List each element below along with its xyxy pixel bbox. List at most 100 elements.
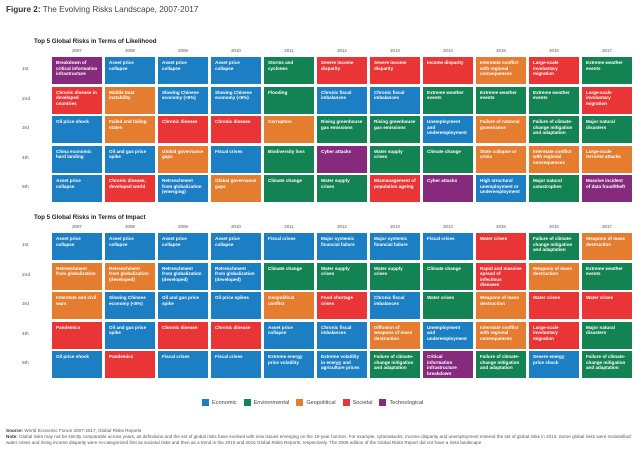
rank-label: 5th: [22, 361, 29, 366]
risk-cell: Water supply crises: [370, 262, 420, 290]
year-label: 2008: [125, 48, 135, 53]
legend: Economic Environmental Geopolitical Societa…: [202, 399, 430, 406]
year-label: 2012: [337, 224, 347, 229]
risk-cell: Chronic fiscal imbalances: [370, 292, 420, 319]
risk-cell: Pandemics: [105, 351, 155, 378]
risk-cell: Unemployment and underemployment: [423, 321, 473, 349]
risk-cell: Major systemic financial failure: [370, 233, 420, 260]
risk-cell: Middle East instability: [105, 86, 155, 114]
risk-cell: Retrenchment from globalization (develop…: [158, 262, 208, 290]
risk-cell: Major natural disasters: [582, 321, 632, 349]
legend-item: Economic: [202, 399, 237, 406]
legend-item: Geopolitical: [296, 399, 336, 406]
footer: Source: World Economic Forum 2007-2017, …: [6, 428, 636, 446]
risk-cell: Global governance gaps: [158, 145, 208, 173]
year-label: 2015: [496, 224, 506, 229]
year-label: 2013: [390, 48, 400, 53]
risk-cell: Fiscal crises: [423, 233, 473, 260]
risk-cell: Retrenchment from globalization (develop…: [105, 262, 155, 290]
legend-item: Technological: [379, 399, 423, 406]
source-label: Source:: [6, 428, 24, 433]
risk-cell: Retrenchment from globalization (emergin…: [158, 175, 208, 202]
year-label: 2017: [602, 48, 612, 53]
legend-swatch: [202, 399, 209, 406]
legend-label: Societal: [352, 399, 373, 406]
risk-cell: Food shortage crises: [317, 292, 367, 319]
risk-cell: Chronic disease, developed world: [105, 175, 155, 202]
risk-cell: Major systemic financial failure: [317, 233, 367, 260]
figure-label: Figure 2:: [6, 5, 41, 14]
legend-swatch: [342, 399, 350, 406]
risk-cell: Extreme weather events: [423, 86, 473, 114]
risk-cell: Major natural disasters: [582, 116, 632, 143]
risk-cell: Slowing Chinese economy (<6%): [105, 292, 155, 319]
impact-title: Top 5 Global Risks in Terms of Impact: [34, 214, 146, 221]
risk-cell: Water crises: [529, 292, 579, 319]
risk-cell: Large-scale terrorist attacks: [582, 145, 632, 173]
risk-cell: Asset price collapse: [158, 233, 208, 260]
risk-cell: Interstate conflict with regional conseq…: [476, 57, 526, 84]
risk-cell: Large-scale involuntary migration: [529, 321, 579, 349]
risk-cell: Extreme weather events: [582, 262, 632, 290]
risk-cell: Extreme energy price volatility: [264, 351, 314, 378]
risk-cell: Slowing Chinese economy (<6%): [211, 86, 261, 114]
legend-swatch: [379, 399, 387, 406]
year-label: 2007: [72, 48, 82, 53]
risk-cell: Water crises: [582, 292, 632, 319]
risk-cell: Climate change: [264, 262, 314, 290]
risk-cell: Rising greenhouse gas emissions: [317, 116, 367, 143]
year-label: 2017: [602, 224, 612, 229]
rank-label: 5th: [22, 185, 29, 190]
risk-cell: Retrenchment from globalization (develop…: [211, 262, 261, 290]
legend-label: Economic: [212, 399, 237, 406]
year-label: 2010: [231, 224, 241, 229]
risk-cell: Fiscal crises: [211, 145, 261, 173]
risk-cell: Extreme weather events: [582, 57, 632, 84]
legend-label: Technological: [389, 399, 424, 406]
risk-cell: Massive incident of data fraud/theft: [582, 175, 632, 202]
risk-cell: Chronic fiscal imbalances: [317, 321, 367, 349]
year-label: 2008: [125, 224, 135, 229]
rank-label: 1st: [22, 243, 29, 248]
rank-label: 4th: [22, 331, 29, 337]
risk-cell: Failure of climate-change mitigation and…: [582, 351, 632, 378]
risk-cell: Rising greenhouse gas emissions: [370, 116, 420, 143]
risk-cell: China economic hard landing: [52, 145, 102, 173]
likelihood-title: Top 5 Global Risks in Terms of Likelihoo…: [34, 38, 157, 45]
rank-label: 2nd: [22, 96, 31, 102]
risk-cell: Fiscal crises: [158, 351, 208, 378]
risk-cell: Weapons of mass destruction: [582, 233, 632, 260]
risk-cell: Failure of national governance: [476, 116, 526, 143]
risk-cell: Oil and gas price spike: [105, 321, 155, 349]
risk-cell: Severe energy price shock: [529, 351, 579, 378]
risk-cell: Asset price collapse: [211, 233, 261, 260]
risk-cell: Interstate conflict with regional conseq…: [476, 321, 526, 349]
rank-label: 3rd: [22, 126, 29, 131]
risk-cell: Failed and failing states: [105, 116, 155, 143]
risk-cell: Water supply crises: [317, 262, 367, 290]
risk-cell: Oil and gas price spike: [105, 145, 155, 173]
risk-cell: Water supply crises: [370, 145, 420, 173]
risk-cell: Asset price collapse: [211, 57, 261, 84]
risk-cell: Rapid and massive spread of infectious d…: [476, 262, 526, 290]
figure-title-text: The Evolving Risks Landscape, 2007-2017: [42, 5, 199, 14]
risk-cell: Water crises: [476, 233, 526, 260]
risk-cell: Asset price collapse: [158, 57, 208, 84]
source-text: World Economic Forum 2007-2017, Global R…: [24, 428, 142, 433]
risk-cell: Interstate and civil wars: [52, 292, 102, 319]
year-label: 2013: [390, 224, 400, 229]
legend-swatch: [243, 399, 251, 406]
risk-cell: Breakdown of critical information infras…: [52, 57, 102, 84]
risk-cell: Cyber attacks: [317, 145, 367, 173]
risk-cell: Mismanagement of population ageing: [370, 175, 420, 202]
year-label: 2009: [178, 224, 188, 229]
risk-cell: Fiscal crises: [211, 351, 261, 378]
risk-cell: Global governance gaps: [211, 175, 261, 202]
year-label: 2012: [337, 48, 347, 53]
risk-cell: Failure of climate-change mitigation and…: [529, 116, 579, 143]
risk-cell: Extreme weather events: [476, 86, 526, 114]
year-label: 2011: [284, 224, 294, 229]
legend-swatch: [296, 399, 304, 406]
risk-cell: State collapse or crisis: [476, 145, 526, 173]
year-label: 2015: [496, 48, 506, 53]
